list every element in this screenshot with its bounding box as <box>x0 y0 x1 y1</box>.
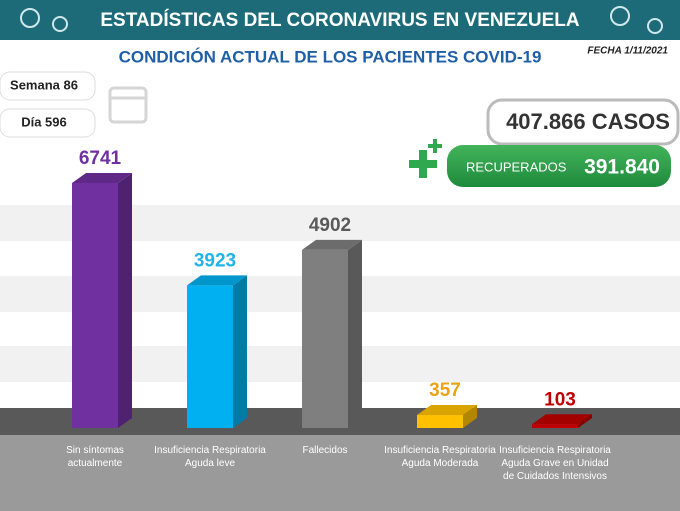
bar-top <box>532 414 592 425</box>
title: ESTADÍSTICAS DEL CORONAVIRUS EN VENEZUEL… <box>100 9 580 31</box>
recovered: 391.840 <box>584 156 660 179</box>
value-label: 6741 <box>79 148 122 169</box>
x-tick-label: Sin síntomas actualmente <box>66 445 124 469</box>
bar-side <box>578 414 592 428</box>
bar-side <box>118 173 132 428</box>
bar <box>302 249 348 428</box>
plus-icons <box>409 139 442 178</box>
value-label: 3923 <box>194 250 236 271</box>
week-badge <box>0 71 96 101</box>
x-tick-label: Insuficiencia Respiratoria Aguda leve <box>154 445 266 469</box>
day-badge <box>0 108 96 138</box>
bar-side <box>463 405 477 428</box>
value-label: 4902 <box>309 215 351 236</box>
bar-top <box>187 275 247 286</box>
recovered-label: RECUPERADOS <box>466 159 567 174</box>
bar-side <box>348 239 362 428</box>
bar <box>72 183 118 428</box>
x-tick-label: Insuficiencia Respiratoria Aguda Grave e… <box>499 445 611 482</box>
date: FECHA 1/11/2021 <box>587 46 668 57</box>
bar-side <box>233 275 247 428</box>
value-label: 103 <box>544 389 576 410</box>
bar <box>532 424 578 428</box>
bar-top <box>417 405 477 416</box>
day: Día 596 <box>21 114 67 129</box>
header-banner <box>0 0 680 40</box>
week: Semana 86 <box>10 77 78 92</box>
bar <box>417 415 463 428</box>
x-tick-label: Insuficiencia Respiratoria Aguda Moderad… <box>384 445 496 469</box>
subtitle: CONDICIÓN ACTUAL DE LOS PACIENTES COVID-… <box>119 47 542 66</box>
bar <box>187 285 233 428</box>
calendar-icon <box>108 86 148 124</box>
recovered-box <box>447 145 671 187</box>
bar-top <box>302 239 362 250</box>
virus-icons <box>20 6 663 34</box>
value-label: 357 <box>429 380 461 401</box>
bar-top <box>72 173 132 183</box>
cases-box <box>486 98 680 146</box>
cases: 407.866 CASOS <box>506 109 670 134</box>
x-tick-label: Fallecidos <box>302 445 348 456</box>
